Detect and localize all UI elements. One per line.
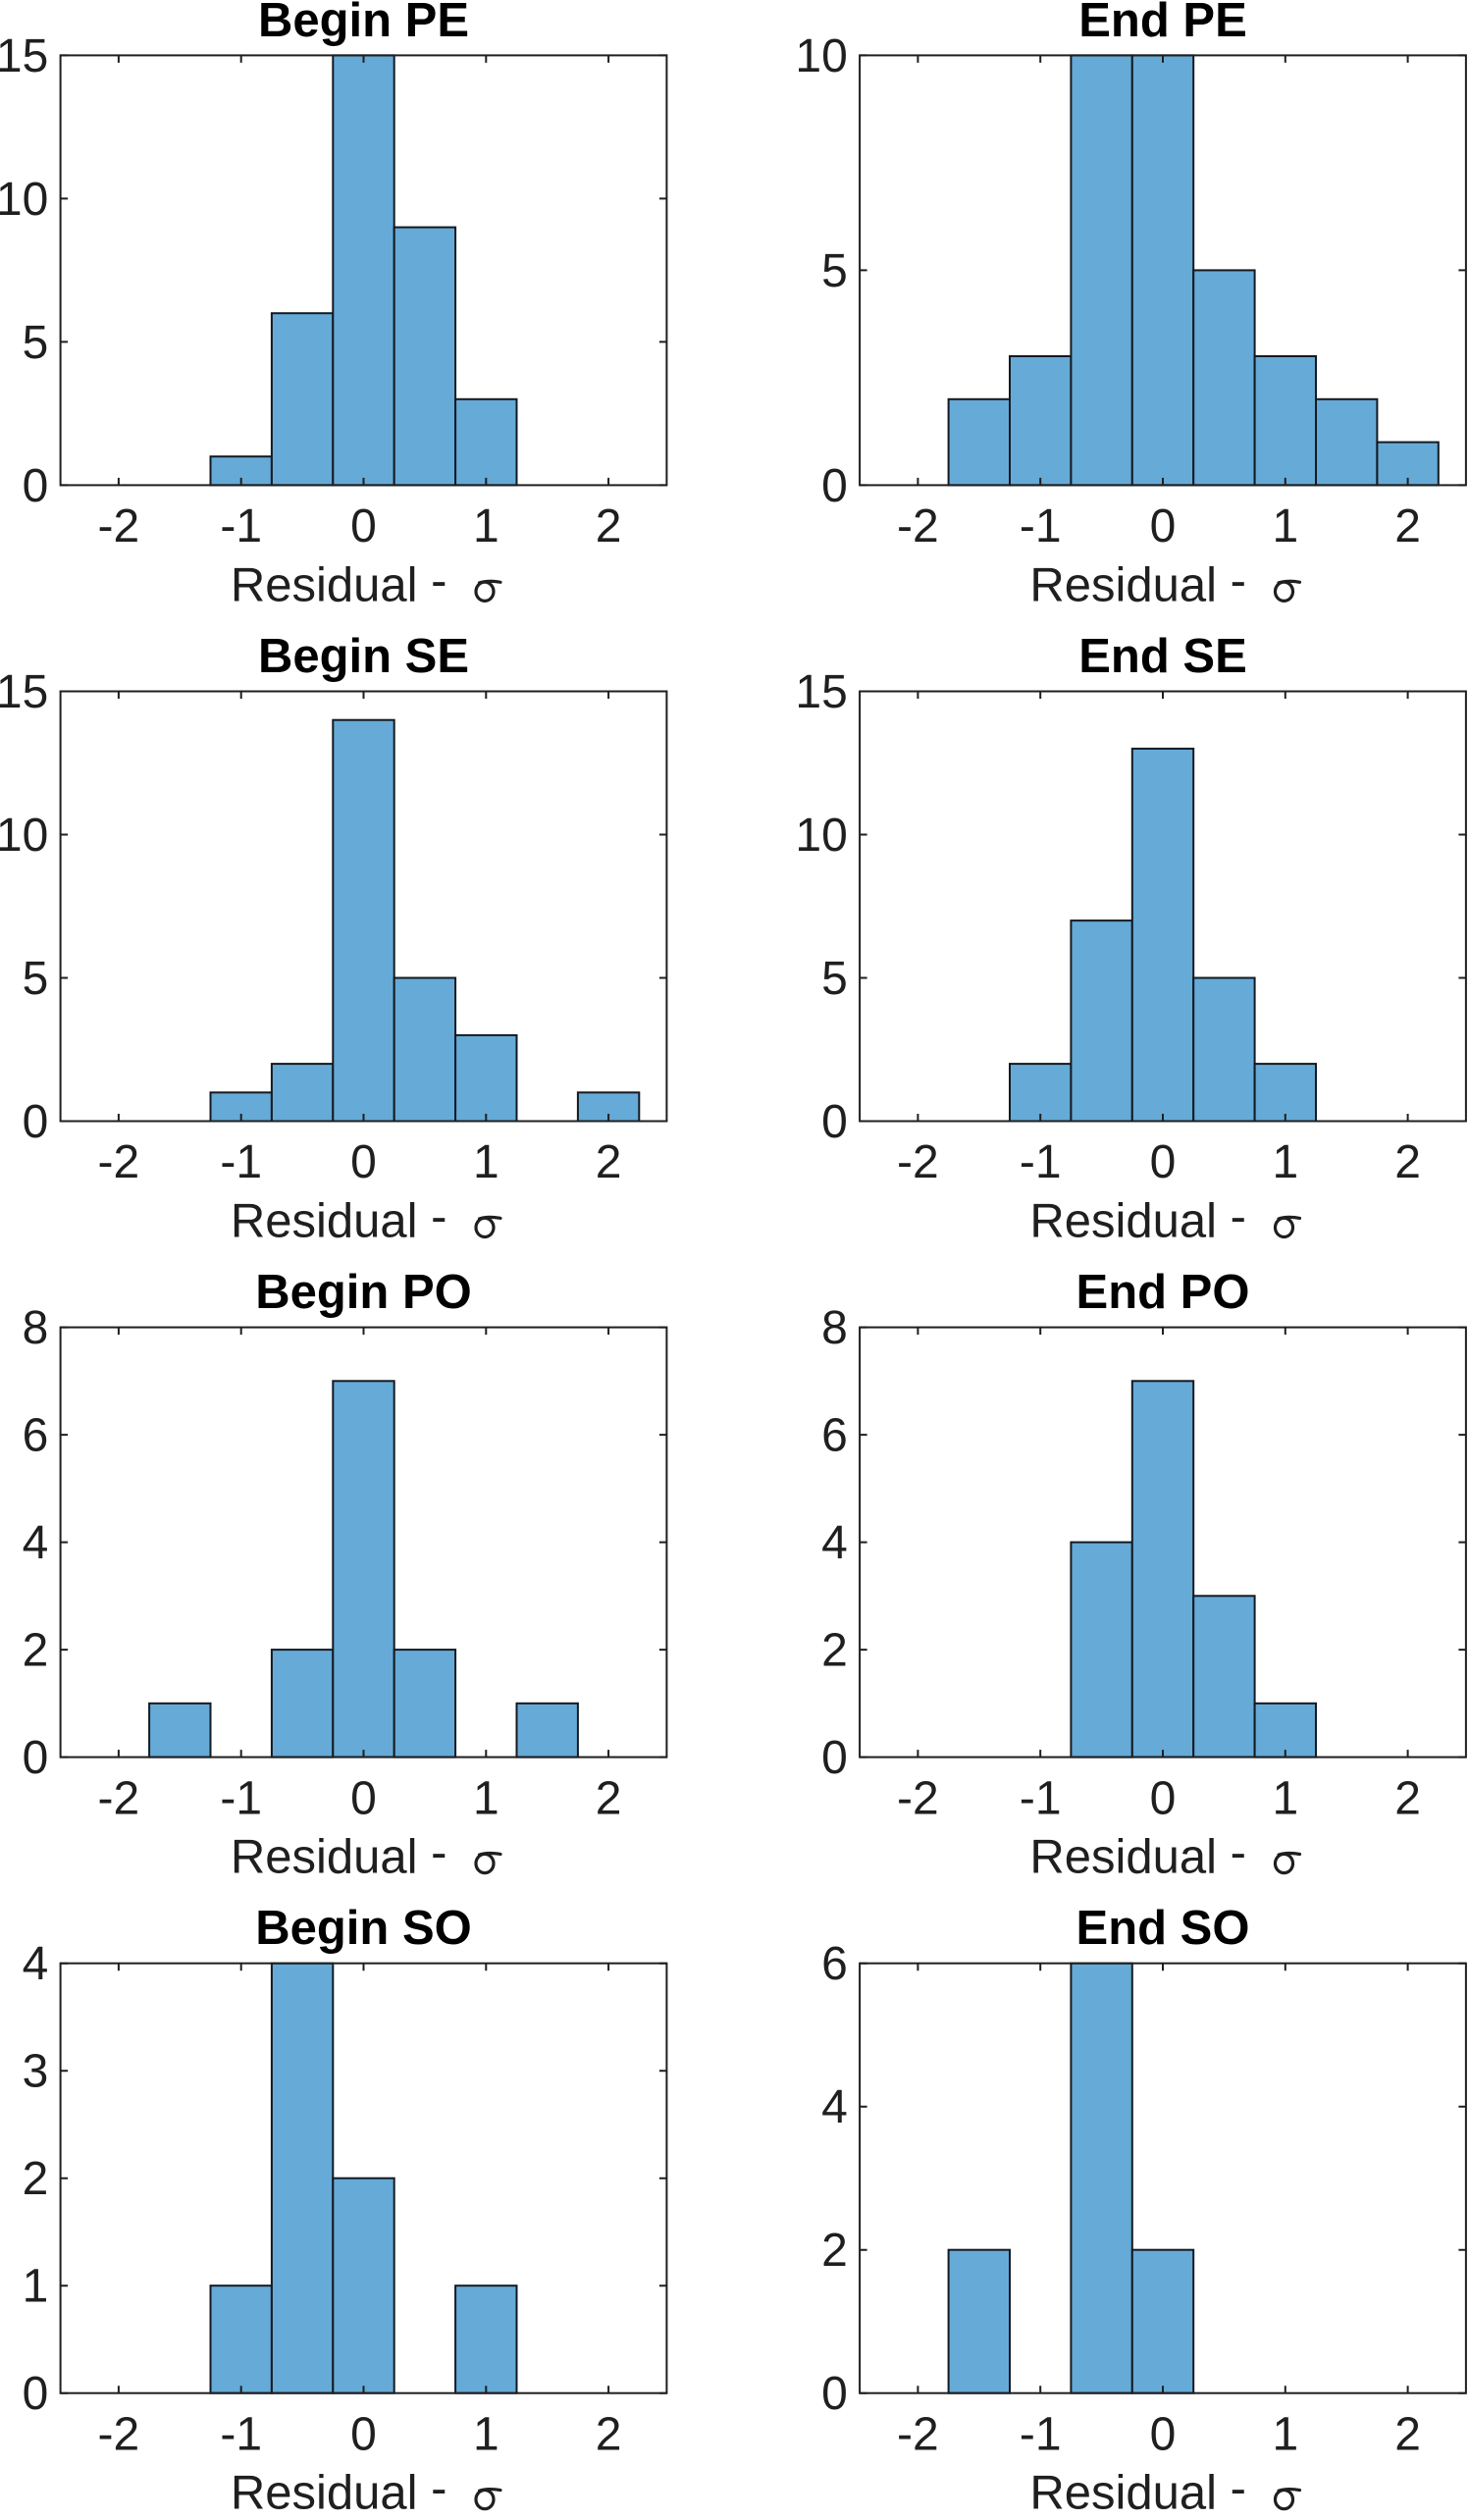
svg-text:-1: -1 <box>220 2408 262 2460</box>
svg-text:2: 2 <box>821 1625 848 1677</box>
svg-text:0: 0 <box>1150 2408 1177 2460</box>
svg-text:1: 1 <box>473 1772 499 1824</box>
svg-text:6: 6 <box>821 1410 848 1462</box>
svg-text:2: 2 <box>1394 2408 1421 2460</box>
svg-text:1: 1 <box>1272 1772 1298 1824</box>
svg-text:-1: -1 <box>1020 1772 1062 1824</box>
svg-text:2: 2 <box>821 2225 848 2277</box>
svg-text:0: 0 <box>350 1772 377 1824</box>
svg-text:0: 0 <box>350 500 377 552</box>
svg-text:15: 15 <box>0 30 48 82</box>
svg-text:0: 0 <box>821 460 848 512</box>
svg-text:-2: -2 <box>897 1136 939 1188</box>
svg-text:End SE: End SE <box>1078 630 1247 683</box>
svg-text:4: 4 <box>821 1517 848 1569</box>
svg-text:5: 5 <box>23 953 49 1005</box>
svg-text:1: 1 <box>473 1136 499 1188</box>
svg-text:1: 1 <box>1272 1136 1298 1188</box>
svg-text:-1: -1 <box>220 1136 262 1188</box>
svg-text:Begin SO: Begin SO <box>255 1902 472 1955</box>
svg-text:Residual -: Residual - <box>231 2462 447 2515</box>
svg-text:4: 4 <box>23 1938 49 1990</box>
svg-text:4: 4 <box>821 2081 848 2133</box>
svg-text:-2: -2 <box>98 1772 140 1824</box>
svg-text:8: 8 <box>821 1302 848 1354</box>
svg-text:0: 0 <box>1150 1136 1177 1188</box>
svg-text:-1: -1 <box>220 1772 262 1824</box>
svg-text:0: 0 <box>350 2408 377 2460</box>
svg-text:10: 10 <box>0 810 48 862</box>
svg-text:1: 1 <box>1272 500 1298 552</box>
svg-text:Begin PO: Begin PO <box>255 1266 472 1319</box>
svg-text:6: 6 <box>23 1410 49 1462</box>
svg-text:-1: -1 <box>1020 500 1062 552</box>
svg-text:Begin PE: Begin PE <box>258 0 469 47</box>
svg-text:2: 2 <box>1394 1772 1421 1824</box>
svg-text:0: 0 <box>350 1136 377 1188</box>
svg-text:8: 8 <box>23 1302 49 1354</box>
svg-text:0: 0 <box>23 1096 49 1148</box>
svg-text:2: 2 <box>23 2153 49 2205</box>
svg-text:0: 0 <box>821 1096 848 1148</box>
svg-text:0: 0 <box>821 2368 848 2420</box>
svg-text:-1: -1 <box>1020 2408 1062 2460</box>
svg-text:2: 2 <box>23 1625 49 1677</box>
svg-text:10: 10 <box>0 174 48 226</box>
svg-text:Residual -: Residual - <box>231 1826 447 1884</box>
svg-text:Residual -: Residual - <box>231 554 447 612</box>
svg-text:1: 1 <box>23 2261 49 2313</box>
svg-text:Begin SE: Begin SE <box>258 630 469 683</box>
svg-text:-2: -2 <box>897 1772 939 1824</box>
svg-text:-1: -1 <box>1020 1136 1062 1188</box>
svg-text:End PO: End PO <box>1076 1266 1250 1319</box>
svg-text:Residual -: Residual - <box>231 1190 447 1248</box>
svg-text:Residual -: Residual - <box>1029 554 1246 612</box>
svg-text:-2: -2 <box>897 500 939 552</box>
svg-text:-2: -2 <box>98 1136 140 1188</box>
svg-text:End PE: End PE <box>1078 0 1247 47</box>
svg-text:4: 4 <box>23 1517 49 1569</box>
svg-text:0: 0 <box>23 2368 49 2420</box>
svg-text:-1: -1 <box>220 500 262 552</box>
svg-text:2: 2 <box>1394 1136 1421 1188</box>
svg-text:5: 5 <box>23 317 49 369</box>
svg-text:-2: -2 <box>98 500 140 552</box>
svg-text:0: 0 <box>23 1732 49 1784</box>
svg-text:10: 10 <box>795 810 847 862</box>
svg-text:5: 5 <box>821 245 848 297</box>
svg-text:10: 10 <box>795 30 847 82</box>
svg-text:2: 2 <box>596 2408 622 2460</box>
svg-text:3: 3 <box>23 2046 49 2098</box>
svg-text:0: 0 <box>1150 1772 1177 1824</box>
svg-text:Residual -: Residual - <box>1029 1190 1246 1248</box>
svg-text:-2: -2 <box>897 2408 939 2460</box>
svg-text:Residual -: Residual - <box>1029 1826 1246 1884</box>
svg-text:15: 15 <box>795 666 847 718</box>
svg-text:End SO: End SO <box>1076 1902 1250 1955</box>
svg-text:Residual -: Residual - <box>1029 2462 1246 2515</box>
svg-text:0: 0 <box>1150 500 1177 552</box>
svg-text:1: 1 <box>473 500 499 552</box>
svg-text:0: 0 <box>821 1732 848 1784</box>
svg-text:2: 2 <box>596 1772 622 1824</box>
svg-text:2: 2 <box>596 500 622 552</box>
svg-text:2: 2 <box>596 1136 622 1188</box>
svg-text:1: 1 <box>1272 2408 1298 2460</box>
svg-text:-2: -2 <box>98 2408 140 2460</box>
svg-text:0: 0 <box>23 460 49 512</box>
svg-text:15: 15 <box>0 666 48 718</box>
svg-text:1: 1 <box>473 2408 499 2460</box>
svg-text:2: 2 <box>1394 500 1421 552</box>
svg-text:5: 5 <box>821 953 848 1005</box>
svg-text:6: 6 <box>821 1938 848 1990</box>
